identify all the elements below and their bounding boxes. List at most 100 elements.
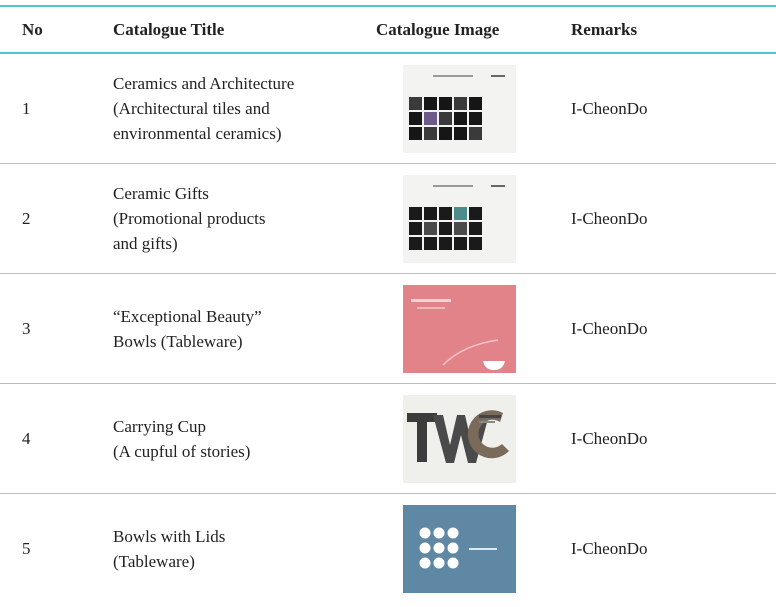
image-shape [433,557,445,568]
remarks-cell: I-CheonDo [571,53,776,164]
image-shape [439,221,452,235]
title-cell: Ceramics and Architecture (Architectural … [113,53,376,164]
title-line: (Promotional products [113,209,266,228]
page: No Catalogue Title Catalogue Image Remar… [0,5,776,607]
image-shape [433,184,473,187]
table-header: No Catalogue Title Catalogue Image Remar… [0,5,776,54]
image-shape [439,206,452,220]
image-shape [469,126,482,140]
table-row: 4 Carrying Cup (A cupful of stories) I-Cheo… [0,383,776,494]
image-shape [409,126,422,140]
image-shape [454,111,467,125]
table-row: 1 Ceramics and Architecture (Architectural… [0,53,776,164]
image-shape [469,221,482,235]
title-line: Ceramic Gifts [113,184,209,203]
image-shape [409,111,422,125]
catalogue-image [403,284,516,373]
number-cell: 3 [0,273,113,384]
image-shape [454,126,467,140]
remarks-cell: I-CheonDo [571,273,776,384]
catalogue-image [403,504,516,593]
header-cell: No [0,5,113,54]
title-line: and gifts) [113,234,178,253]
image-shape [409,236,422,250]
image-shape [454,96,467,110]
image-shape [491,184,505,187]
header-cell: Remarks [571,5,776,54]
image-shape [439,126,452,140]
catalogue-image [403,394,516,483]
table-row: 3 “Exceptional Beauty” Bowls (Tableware) I-… [0,273,776,384]
header-cell: Catalogue Image [376,5,571,54]
remarks-cell: I-CheonDo [571,383,776,494]
image-shape [419,542,431,553]
catalogue-image [403,64,516,153]
table-row: 2 Ceramic Gifts (Promotional products and g… [0,163,776,274]
title-line: Carrying Cup [113,416,207,436]
image-shape [424,96,437,110]
image-shape [419,527,431,538]
image-shape [433,527,445,538]
image-shape [433,542,445,553]
image-shape [409,206,422,220]
image-shape [479,420,495,423]
title-cell: “Exceptional Beauty” Bowls (Tableware) [113,273,376,384]
title-cell: Ceramic Gifts (Promotional products and gi… [113,163,376,274]
table-row: 5 Bowls with Lids (Tableware) I-CheonDo [0,494,776,604]
image-shape [439,236,452,250]
image-cell [376,53,571,164]
number-cell: 4 [0,383,113,494]
image-shape [454,206,467,220]
image-cell [376,163,571,274]
number-cell: 5 [22,539,31,558]
image-shape [409,221,422,235]
image-shape [424,126,437,140]
image-shape [424,236,437,250]
table-body: 1 Ceramics and Architecture (Architectural… [0,53,776,603]
title-cell: Carrying Cup (A cupful of stories) [113,383,376,494]
catalogue-image [403,174,516,263]
image-shape [467,409,509,458]
image-shape [407,412,437,462]
image-shape [491,74,505,77]
image-shape [469,96,482,110]
remarks-cell: I-CheonDo [571,539,648,558]
image-shape [469,206,482,220]
image-shape [469,111,482,125]
image-shape [469,547,497,550]
image-shape [469,236,482,250]
catalogue-table: No Catalogue Title Catalogue Image Remar… [0,5,776,603]
image-shape [454,236,467,250]
image-shape [424,111,437,125]
image-shape [424,221,437,235]
header-row: No Catalogue Title Catalogue Image Remar… [0,5,776,54]
image-cell [376,273,571,384]
image-shape [424,206,437,220]
image-shape [409,96,422,110]
title-cell: Bowls with Lids (Tableware) [113,494,376,604]
title-line: (Tableware) [113,551,195,571]
image-shape [403,284,516,373]
image-shape [447,527,459,538]
image-shape [454,221,467,235]
title-line: Bowls with Lids [113,526,226,546]
image-shape [419,557,431,568]
image-cell [376,383,571,494]
title-line: Bowls (Tableware) [113,331,243,351]
image-shape [439,96,452,110]
image-shape [411,298,451,302]
header-cell: Catalogue Title [113,5,376,54]
image-shape [447,542,459,553]
title-line: (Architectural tiles and [113,99,270,118]
image-shape [483,360,505,370]
image-shape [433,74,473,77]
image-shape [479,414,501,418]
title-line: Ceramics and Architecture [113,74,295,93]
image-cell [376,494,571,604]
image-shape [439,111,452,125]
image-shape [442,338,499,366]
title-line: environmental ceramics) [113,124,282,143]
image-shape [447,557,459,568]
remarks-cell: I-CheonDo [571,163,776,274]
image-shape [417,306,445,309]
